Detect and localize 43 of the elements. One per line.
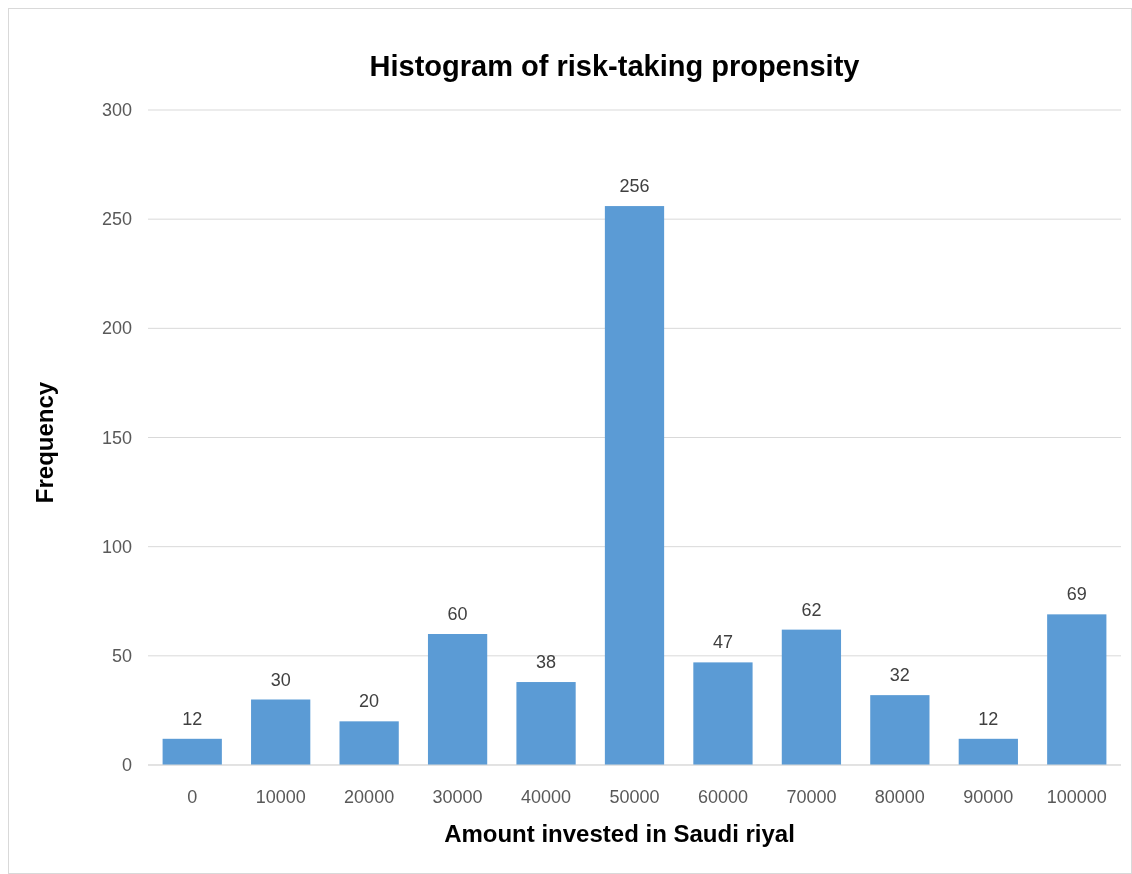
- x-tick-label: 60000: [697, 787, 748, 807]
- y-axis-title: Frequency: [31, 381, 58, 504]
- bar: [693, 662, 753, 765]
- chart-title: Histogram of risk-taking propensity: [369, 50, 860, 82]
- bar: [162, 738, 222, 765]
- data-label: 32: [889, 665, 910, 686]
- data-label: 12: [978, 708, 999, 729]
- bar: [870, 695, 930, 765]
- data-label: 47: [712, 632, 733, 653]
- x-tick-label: 10000: [255, 787, 306, 807]
- x-tick-label: 90000: [963, 787, 1014, 807]
- bar: [958, 738, 1018, 765]
- data-label: 62: [801, 599, 822, 620]
- bar: [339, 721, 399, 765]
- bar: [604, 206, 665, 765]
- x-tick-label: 0: [187, 787, 198, 807]
- data-label: 38: [536, 652, 557, 673]
- x-tick-label: 70000: [786, 787, 837, 807]
- bar: [781, 629, 842, 765]
- y-tick-label: 250: [101, 209, 132, 230]
- y-tick-label: 200: [101, 318, 132, 339]
- y-tick-label: 0: [121, 755, 132, 775]
- x-tick-label: 100000: [1046, 787, 1107, 807]
- data-label: 12: [182, 708, 203, 729]
- data-label: 60: [447, 604, 468, 624]
- y-tick-label: 100: [101, 536, 132, 557]
- x-tick-label: 40000: [521, 787, 572, 807]
- data-label: 30: [270, 669, 291, 690]
- x-tick-label: 20000: [344, 787, 395, 807]
- data-label: 256: [619, 176, 650, 197]
- y-tick-label: 50: [111, 645, 132, 666]
- x-axis-title: Amount invested in Saudi riyal: [444, 820, 795, 847]
- bar: [251, 699, 311, 765]
- bar: [516, 682, 576, 765]
- x-tick-label: 50000: [609, 787, 660, 807]
- bar: [427, 634, 488, 765]
- x-tick-label: 80000: [874, 787, 925, 807]
- data-label: 69: [1066, 584, 1087, 605]
- bar: [1047, 614, 1107, 765]
- y-tick-label: 150: [101, 427, 132, 448]
- data-label: 20: [359, 691, 380, 712]
- y-tick-label: 300: [101, 100, 132, 120]
- x-tick-label: 30000: [432, 787, 483, 807]
